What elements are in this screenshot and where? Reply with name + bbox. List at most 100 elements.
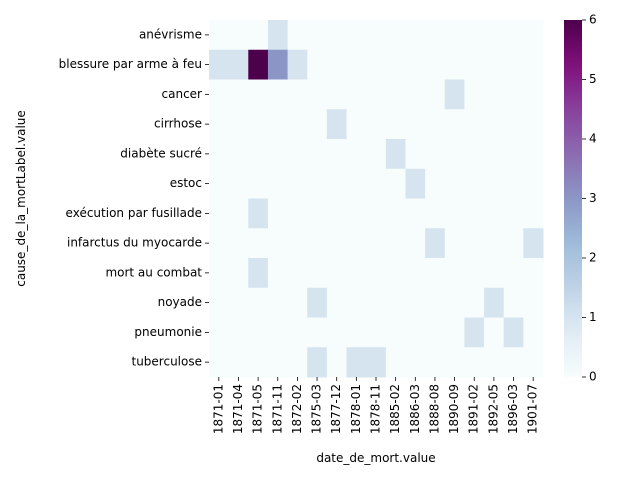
x-axis-label: date_de_mort.value xyxy=(316,451,435,465)
heatmap-cell xyxy=(326,168,348,199)
heatmap-cell xyxy=(425,79,446,110)
heatmap-cell xyxy=(307,79,328,110)
x-tick-label: 1890-09 xyxy=(447,384,461,434)
heatmap-cell xyxy=(366,228,387,259)
heatmap-cell xyxy=(484,168,505,199)
heatmap-cell xyxy=(484,109,505,140)
heatmap-cell xyxy=(366,347,387,378)
heatmap-cell xyxy=(405,20,426,51)
heatmap-cell xyxy=(523,139,544,170)
heatmap-cell xyxy=(267,198,289,229)
heatmap-cell xyxy=(248,347,269,378)
heatmap-cell xyxy=(267,287,289,318)
heatmap-cell xyxy=(385,258,406,289)
heatmap-cell xyxy=(248,20,269,51)
y-tick-label: estoc xyxy=(170,176,202,190)
heatmap-cell xyxy=(287,109,308,140)
heatmap-cell xyxy=(484,347,505,378)
colorbar-tick-label: 5 xyxy=(589,72,597,86)
heatmap-cell xyxy=(503,20,524,51)
heatmap-cell xyxy=(444,228,465,259)
heatmap-cell xyxy=(385,287,406,318)
heatmap-cell xyxy=(464,347,485,378)
heatmap-cell xyxy=(346,20,367,51)
heatmap-cell xyxy=(346,139,367,170)
heatmap-cell xyxy=(425,317,446,348)
heatmap-cell xyxy=(307,109,328,140)
heatmap-cell xyxy=(366,198,387,229)
heatmap-cell xyxy=(503,347,524,378)
heatmap-cell xyxy=(425,287,446,318)
heatmap-cell xyxy=(425,168,446,199)
y-tick-label: mort au combat xyxy=(105,265,202,279)
heatmap-cell xyxy=(209,287,230,318)
heatmap-cell xyxy=(405,49,426,80)
heatmap-cell xyxy=(464,258,485,289)
heatmap-cell xyxy=(503,258,524,289)
heatmap-cell xyxy=(346,168,367,199)
heatmap-cell xyxy=(326,198,348,229)
heatmap-cell xyxy=(503,139,524,170)
heatmap-cell xyxy=(523,49,544,80)
heatmap-cell xyxy=(523,317,544,348)
heatmap-cell xyxy=(405,347,426,378)
heatmap-cell xyxy=(248,258,269,289)
heatmap-cell xyxy=(228,20,249,51)
heatmap-cell xyxy=(405,109,426,140)
heatmap-cell xyxy=(209,79,230,110)
heatmap-cell xyxy=(267,168,289,199)
heatmap-cell xyxy=(248,287,269,318)
heatmap-cell xyxy=(444,317,465,348)
heatmap-cell xyxy=(444,49,465,80)
heatmap-cell xyxy=(346,347,367,378)
heatmap-cell xyxy=(346,228,367,259)
heatmap-cell xyxy=(425,228,446,259)
heatmap-cell xyxy=(248,79,269,110)
heatmap-cell xyxy=(523,109,544,140)
y-tick-label: diabète sucré xyxy=(120,146,202,160)
heatmap-cell xyxy=(287,228,308,259)
heatmap-cell xyxy=(484,287,505,318)
y-tick-label: pneumonie xyxy=(134,325,202,339)
heatmap-cell xyxy=(484,79,505,110)
x-tick-label: 1871-04 xyxy=(231,384,245,434)
heatmap-cell xyxy=(425,347,446,378)
heatmap-cell xyxy=(503,49,524,80)
heatmap-cell xyxy=(405,317,426,348)
heatmap-cell xyxy=(326,109,348,140)
heatmap-cell xyxy=(209,49,230,80)
x-tick-label: 1871-01 xyxy=(211,384,225,434)
heatmap-cell xyxy=(307,139,328,170)
heatmap-cell xyxy=(484,49,505,80)
heatmap-cell xyxy=(287,20,308,51)
heatmap-cell xyxy=(405,258,426,289)
heatmap-cell xyxy=(385,168,406,199)
heatmap-cell xyxy=(346,287,367,318)
heatmap-cell xyxy=(464,228,485,259)
x-tick-label: 1886-03 xyxy=(408,384,422,434)
heatmap-cell xyxy=(267,79,289,110)
heatmap-cell xyxy=(307,168,328,199)
heatmap-cell xyxy=(307,317,328,348)
heatmap-cell xyxy=(346,317,367,348)
heatmap-cell xyxy=(248,198,269,229)
heatmap-cell xyxy=(326,317,348,348)
heatmap-cell xyxy=(366,20,387,51)
heatmap-cell xyxy=(444,139,465,170)
heatmap-cell xyxy=(267,258,289,289)
heatmap-cell xyxy=(326,258,348,289)
heatmap-cell xyxy=(464,317,485,348)
x-tick-label: 1871-11 xyxy=(270,384,284,434)
heatmap-cell xyxy=(228,317,249,348)
heatmap-cell xyxy=(464,168,485,199)
heatmap-cell xyxy=(307,347,328,378)
heatmap-cell xyxy=(464,287,485,318)
x-tick-label: 1891-02 xyxy=(467,384,481,434)
heatmap-cell xyxy=(248,228,269,259)
heatmap-cell xyxy=(385,109,406,140)
heatmap-cell xyxy=(248,109,269,140)
heatmap-cell xyxy=(385,347,406,378)
heatmap-cell xyxy=(267,347,289,378)
heatmap-cell xyxy=(248,317,269,348)
